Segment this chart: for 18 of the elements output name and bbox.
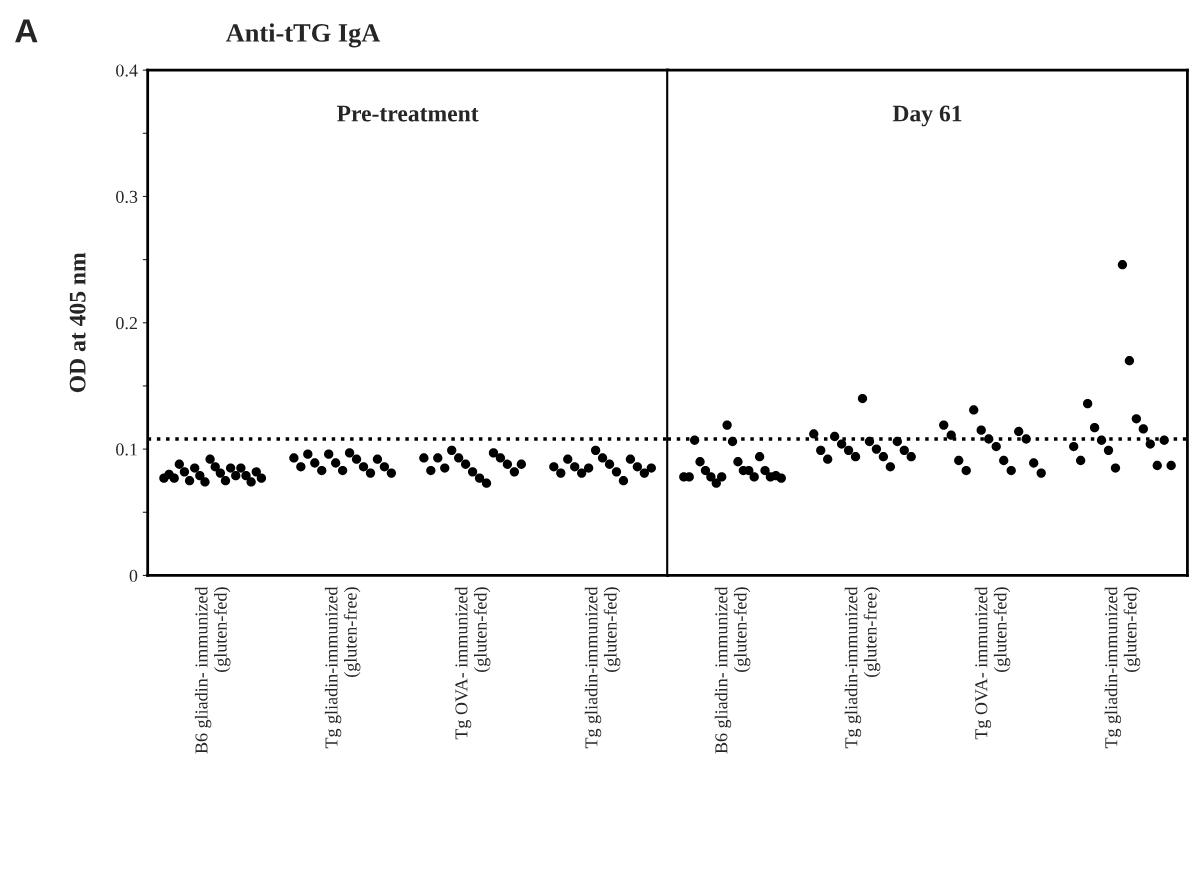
text: Pre-treatment: [337, 105, 479, 122]
y-axis-title: OD at 405 nm: [69, 252, 86, 393]
x-tick-label: Tg gliadin-immunized (gluten-free): [844, 586, 881, 749]
x-tick-label: B6 gliadin- immunized (gluten-fed): [714, 586, 751, 754]
x-tick-label: Tg OVA- immunized (gluten-fed): [454, 586, 491, 740]
x-tick-label: Tg gliadin-immunized (gluten-free): [324, 586, 361, 749]
text: A: [15, 19, 38, 43]
y-tick-label: 0.3: [116, 190, 138, 203]
y-tick-label: 0.1: [116, 443, 137, 456]
x-tick-label: Tg gliadin-immunized (gluten-fed): [1104, 586, 1141, 749]
y-tick-label: 0: [129, 569, 138, 582]
y-tick-label: 0.2: [116, 317, 137, 330]
y-tick-label: 0.4: [116, 64, 138, 77]
x-tick-label: Tg gliadin-immunized (gluten-fed): [584, 586, 621, 749]
text: Day 61: [892, 105, 962, 127]
x-tick-label: Tg OVA- immunized (gluten-fed): [974, 586, 1011, 740]
x-tick-label: B6 gliadin- immunized (gluten-fed): [194, 586, 231, 754]
chart-title: Anti-tTG IgA: [225, 23, 381, 48]
